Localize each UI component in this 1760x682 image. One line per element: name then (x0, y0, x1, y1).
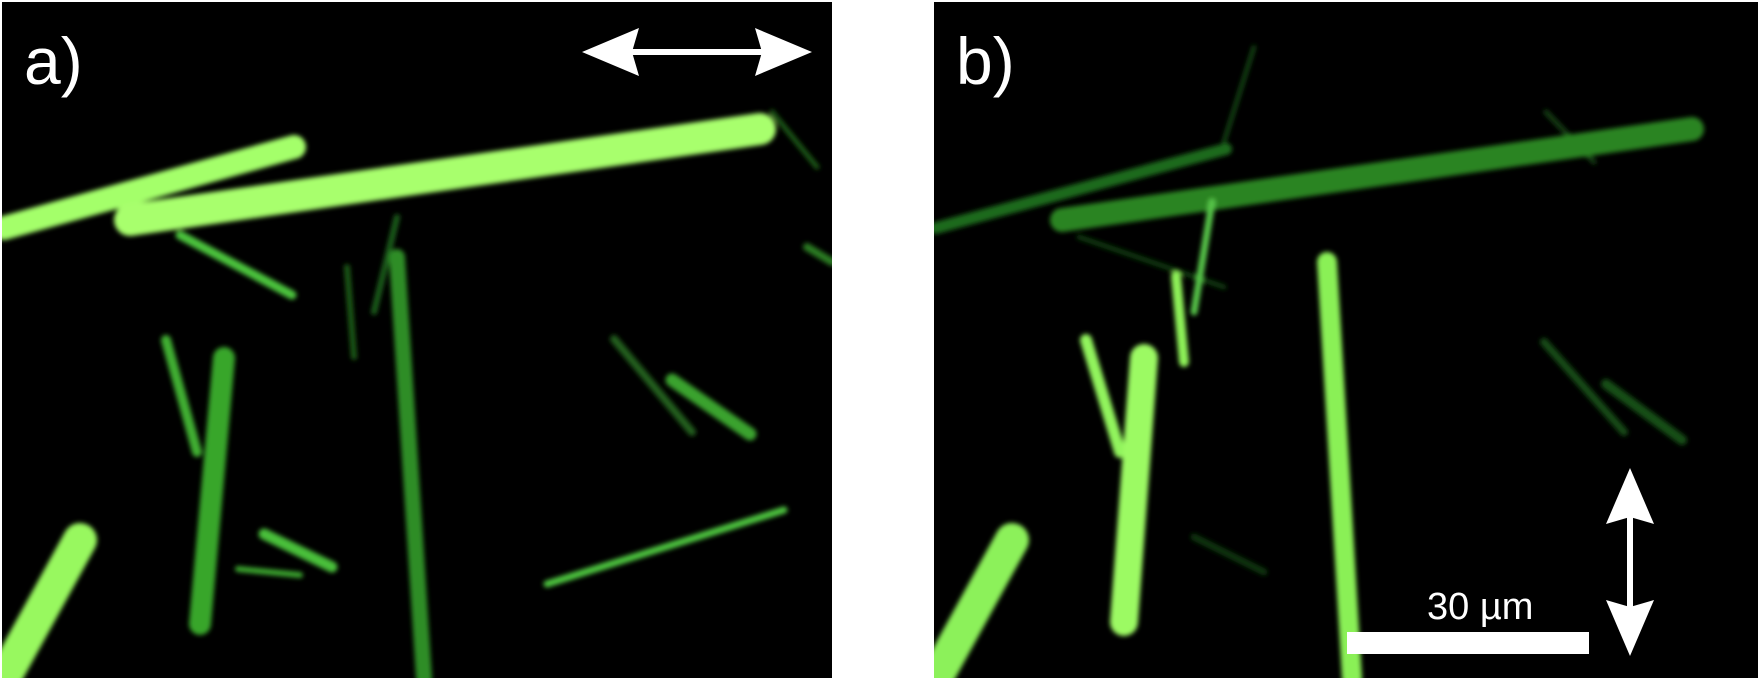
panel-label-b: b) (956, 24, 1015, 98)
microrod (258, 528, 338, 573)
microrod (389, 249, 432, 678)
microrod (543, 506, 788, 588)
microrod (610, 335, 696, 436)
scale-bar-label: 30 µm (1427, 586, 1534, 628)
microrod (769, 109, 820, 170)
microrod (1222, 45, 1256, 144)
microrod (161, 335, 202, 457)
microrod (803, 243, 832, 266)
microrod (175, 230, 297, 300)
micrograph-panel-a: a) (2, 2, 832, 678)
microrod (1317, 252, 1362, 678)
microrod (934, 523, 1029, 678)
microrod (1601, 379, 1687, 445)
microrod (1540, 338, 1628, 436)
microrods-image-b (934, 2, 1758, 678)
microrod (1171, 271, 1189, 367)
microrod (344, 264, 357, 360)
micrograph-panel-b: b) 30 µm (934, 2, 1758, 678)
microrods-image-a (2, 2, 832, 678)
microrod (2, 523, 97, 678)
microrod (1080, 334, 1126, 458)
microrod (934, 143, 1232, 234)
panel-label-a: a) (24, 24, 83, 98)
microrod (1190, 533, 1268, 576)
microrod (665, 373, 757, 441)
vertical-double-arrow-icon (1606, 468, 1654, 656)
horizontal-double-arrow-icon (582, 28, 812, 76)
microrod (114, 113, 776, 236)
microrod (371, 214, 400, 315)
microrod (189, 347, 235, 635)
microrod (235, 566, 303, 578)
microrod (1050, 117, 1704, 232)
scale-bar (1347, 632, 1589, 654)
microrod (2, 135, 306, 240)
microrod (1190, 198, 1216, 316)
microrod (1110, 344, 1158, 636)
